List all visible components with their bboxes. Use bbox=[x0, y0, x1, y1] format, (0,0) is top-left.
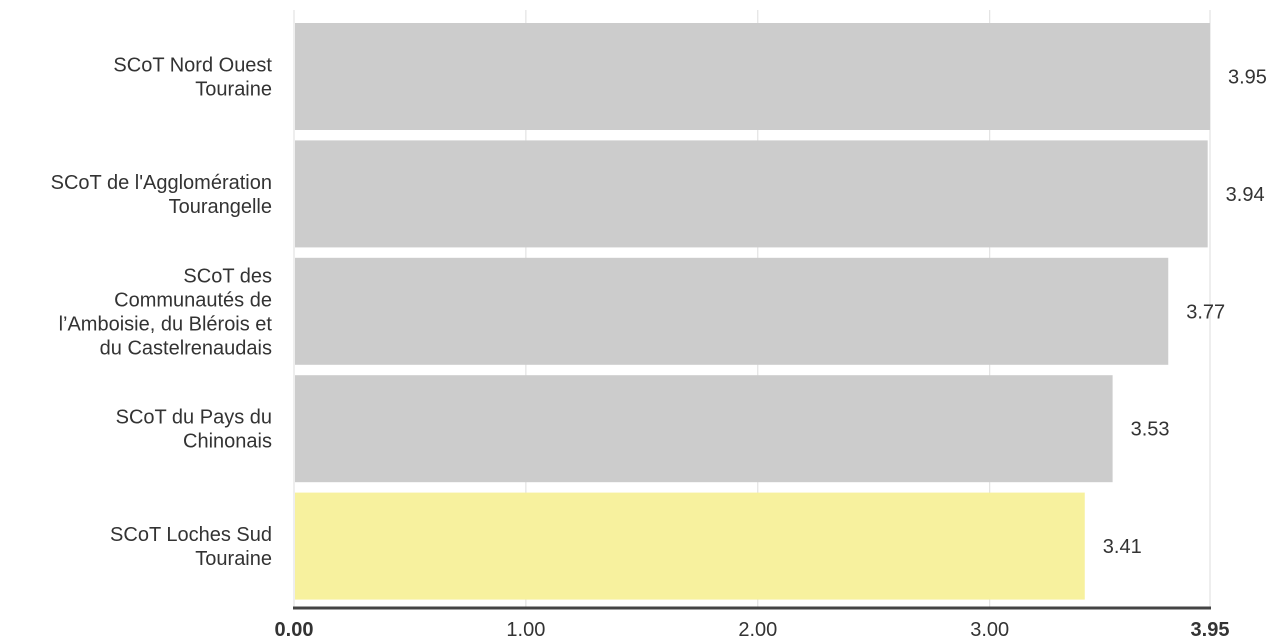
x-tick-label: 2.00 bbox=[738, 619, 777, 639]
value-label: 3.94 bbox=[1226, 184, 1265, 206]
bar bbox=[295, 140, 1208, 248]
category-label-line: l’Amboisie, du Blérois et bbox=[59, 313, 273, 335]
category-label-line: SCoT Loches Sud bbox=[110, 524, 272, 546]
value-labels: 3.95 3.94 3.77 3.53 3.41 bbox=[1103, 67, 1267, 559]
category-label-line: Touraine bbox=[195, 79, 272, 101]
x-tick-label: 3.95 bbox=[1191, 619, 1230, 639]
bar bbox=[295, 257, 1169, 365]
category-label-line: Communautés de bbox=[114, 289, 272, 311]
x-axis: 0.00 1.00 2.00 3.00 3.95 bbox=[275, 606, 1230, 639]
value-label: 3.53 bbox=[1131, 419, 1170, 441]
category-label: SCoT des Communautés de l’Amboisie, du Blé… bbox=[59, 265, 273, 359]
category-label-line: SCoT Nord Ouest bbox=[113, 55, 272, 77]
category-label-line: Tourangelle bbox=[169, 196, 272, 218]
category-label-line: SCoT de l'Agglomération bbox=[51, 172, 272, 194]
category-label: SCoT Nord Ouest Touraine bbox=[113, 55, 272, 101]
x-tick-label: 1.00 bbox=[506, 619, 545, 639]
category-label-line: Chinonais bbox=[183, 431, 272, 453]
value-label: 3.41 bbox=[1103, 536, 1142, 558]
category-label: SCoT de l'Agglomération Tourangelle bbox=[51, 172, 272, 218]
category-label-line: Touraine bbox=[195, 548, 272, 570]
bar bbox=[295, 375, 1113, 483]
category-label-line: SCoT des bbox=[183, 265, 272, 287]
x-tick-label: 3.00 bbox=[970, 619, 1009, 639]
category-label: SCoT du Pays du Chinonais bbox=[116, 407, 272, 453]
category-label-line: SCoT du Pays du bbox=[116, 407, 272, 429]
bar bbox=[295, 23, 1210, 130]
value-label: 3.77 bbox=[1186, 301, 1225, 323]
category-label-line: du Castelrenaudais bbox=[100, 337, 272, 359]
bar bbox=[295, 492, 1085, 600]
bars bbox=[295, 23, 1210, 600]
value-label: 3.95 bbox=[1228, 67, 1267, 89]
x-tick-label: 0.00 bbox=[275, 619, 314, 639]
category-label: SCoT Loches Sud Touraine bbox=[110, 524, 272, 570]
